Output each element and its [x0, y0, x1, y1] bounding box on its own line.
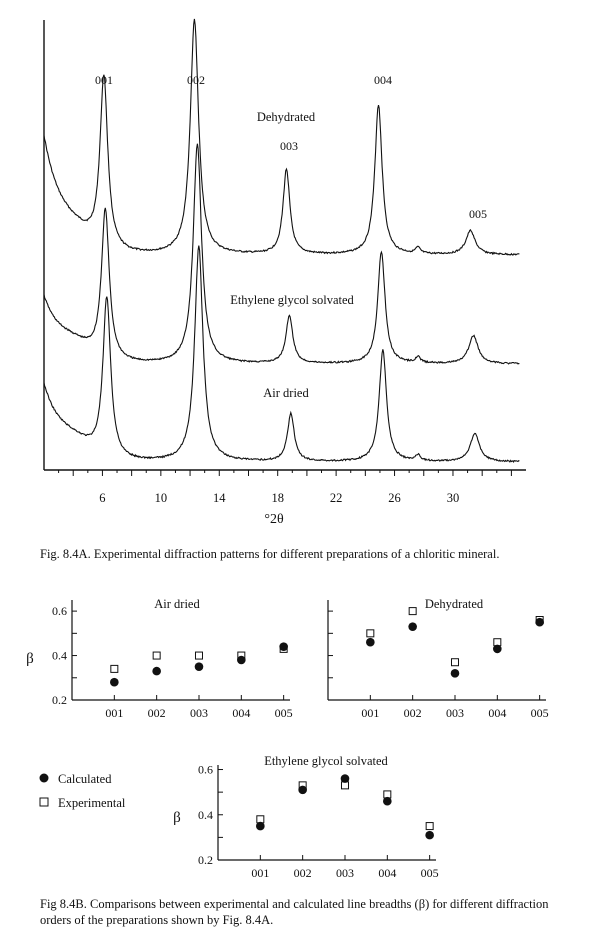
x-tick-label-26: 26: [388, 491, 401, 505]
y-tick-label: 0.4: [198, 808, 213, 822]
experimental-point-001: [366, 629, 375, 638]
x-tick-label-6: 6: [99, 491, 105, 505]
calculated-point-002: [408, 622, 417, 631]
calculated-marker: [39, 773, 49, 783]
peak-label-003: 003: [280, 139, 298, 153]
beta-axis-label: β: [173, 810, 181, 826]
diffraction-curve-2: [43, 143, 520, 365]
panel-title-ethylene-glycol: Ethylene glycol solvated: [264, 754, 388, 768]
experimental-point-001: [256, 815, 265, 824]
calculated-point-001: [256, 821, 265, 831]
x-tick-label-003: 003: [336, 866, 354, 880]
calculated-point-002: [298, 785, 307, 795]
x-tick-label-001: 001: [251, 866, 269, 880]
y-tick-label: 0.4: [52, 649, 67, 663]
panel-title-dehydrated: Dehydrated: [425, 597, 484, 611]
calculated-point-003: [340, 774, 350, 783]
x-tick-label-22: 22: [330, 491, 343, 505]
pattern-label-air-dried: Air dried: [263, 386, 309, 400]
x-tick-label-002: 002: [404, 706, 422, 720]
peak-label-005: 005: [469, 207, 487, 221]
diffraction-curve-1: [43, 18, 520, 256]
calculated-point-002: [152, 666, 161, 676]
calculated-point-004: [237, 655, 246, 665]
calculated-point-003: [194, 662, 204, 671]
diffraction-curve-3: [43, 245, 520, 463]
calculated-point-005: [425, 830, 434, 840]
experimental-point-005: [425, 822, 434, 831]
y-tick-label: 0.6: [52, 604, 67, 618]
y-tick-label: 0.2: [198, 853, 213, 867]
peak-label-002: 002: [187, 73, 205, 87]
experimental-marker: [39, 797, 49, 807]
peak-label-001: 001: [95, 73, 113, 87]
experimental-point-003: [450, 658, 459, 667]
y-tick-label: 0.2: [52, 693, 67, 707]
legend-calculated: Calculated: [58, 772, 112, 786]
panel-title-air-dried: Air dried: [154, 597, 200, 611]
x-tick-label-001: 001: [105, 706, 123, 720]
x-tick-label-003: 003: [446, 706, 464, 720]
panel-air-dried: Air dried β 0.2 0.4 0.6 001 002 003 004 005: [26, 597, 292, 720]
experimental-point-002: [152, 651, 161, 660]
x-tick-label-10: 10: [155, 491, 168, 505]
beta-axis-label: β: [26, 651, 34, 667]
x-axis-title: °2θ: [264, 512, 284, 527]
x-tick-label-30: 30: [447, 491, 460, 505]
x-tick-label-005: 005: [275, 706, 293, 720]
x-tick-label-18: 18: [271, 491, 284, 505]
calculated-point-003: [450, 669, 460, 678]
figure-b-caption: Fig 8.4B. Comparisons between experiment…: [40, 897, 549, 927]
calculated-point-005: [535, 617, 544, 627]
legend-experimental: Experimental: [58, 796, 126, 810]
x-tick-label-001: 001: [361, 706, 379, 720]
calculated-point-005: [279, 642, 288, 651]
y-tick-label: 0.6: [198, 763, 213, 777]
x-tick-label-005: 005: [421, 866, 439, 880]
figure-a-caption: Fig. 8.4A. Experimental diffraction patt…: [40, 547, 500, 561]
panel-ethylene-glycol: Ethylene glycol solvated β 0.2 0.4 0.6 001 0…: [173, 754, 438, 880]
experimental-point-003: [340, 781, 349, 790]
experimental-point-002: [408, 607, 417, 616]
panel-dehydrated: Dehydrated 001 002 003 004 005: [327, 597, 549, 720]
legend: Calculated Experimental: [39, 772, 126, 810]
diffraction-patterns-chart: 6 10 14 18 22 26 30 001 002 003 004 005 Dehydr…: [43, 18, 526, 527]
x-tick-label-14: 14: [213, 491, 226, 505]
x-tick-label-002: 002: [294, 866, 312, 880]
x-tick-label-002: 002: [148, 706, 166, 720]
x-tick-label-004: 004: [232, 706, 250, 720]
calculated-point-004: [493, 644, 502, 654]
x-tick-label-004: 004: [488, 706, 506, 720]
pattern-label-dehydrated: Dehydrated: [257, 110, 316, 124]
calculated-point-001: [110, 677, 119, 687]
calculated-point-001: [366, 637, 375, 647]
x-tick-label-003: 003: [190, 706, 208, 720]
x-tick-label-005: 005: [531, 706, 549, 720]
peak-label-004: 004: [374, 73, 392, 87]
pattern-label-glycol: Ethylene glycol solvated: [230, 293, 354, 307]
calculated-point-004: [383, 796, 392, 806]
experimental-point-003: [194, 651, 203, 660]
experimental-point-004: [383, 790, 392, 799]
experimental-point-001: [110, 664, 119, 673]
x-tick-label-004: 004: [378, 866, 396, 880]
